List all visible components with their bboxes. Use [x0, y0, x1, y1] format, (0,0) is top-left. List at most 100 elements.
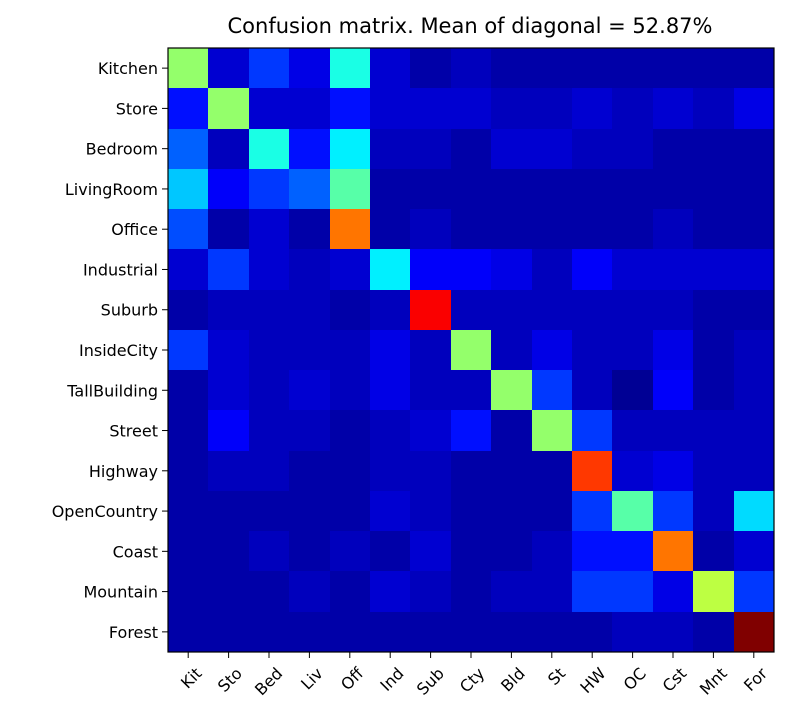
heatmap-cell-7-10 — [572, 330, 612, 370]
heatmap-cell-9-10 — [572, 410, 612, 451]
y-tick-label: Bedroom — [86, 140, 158, 159]
heatmap-cell-3-8 — [491, 169, 532, 209]
heatmap-cell-2-14 — [734, 129, 774, 169]
heatmap-cell-4-0 — [168, 209, 208, 249]
heatmap-cell-2-9 — [532, 129, 572, 169]
y-tick-label: LivingRoom — [65, 180, 158, 199]
heatmap-cell-8-10 — [572, 370, 612, 410]
heatmap-cell-12-0 — [168, 531, 208, 571]
heatmap-cell-10-13 — [693, 451, 734, 491]
heatmap-cell-9-7 — [451, 410, 491, 451]
heatmap-cell-11-0 — [168, 491, 208, 531]
heatmap-cell-14-8 — [491, 612, 532, 652]
x-tick-label: Liv — [297, 664, 327, 694]
heatmap-cell-12-11 — [612, 531, 653, 571]
heatmap-cell-8-13 — [693, 370, 734, 410]
heatmap-cell-7-2 — [249, 330, 289, 370]
heatmap-cell-13-9 — [532, 571, 572, 612]
heatmap-cell-14-9 — [532, 612, 572, 652]
heatmap-cell-3-9 — [532, 169, 572, 209]
heatmap-cell-5-9 — [532, 249, 572, 290]
heatmap-cell-8-7 — [451, 370, 491, 410]
heatmap-cell-10-10 — [572, 451, 612, 491]
heatmap-cell-2-12 — [653, 129, 693, 169]
x-tick-label: OC — [620, 664, 650, 694]
heatmap-cell-12-13 — [693, 531, 734, 571]
heatmap-cell-6-2 — [249, 290, 289, 330]
heatmap-cell-7-0 — [168, 330, 208, 370]
chart-title: Confusion matrix. Mean of diagonal = 52.… — [228, 14, 713, 38]
heatmap-cell-14-3 — [289, 612, 330, 652]
y-tick-label: TallBuilding — [66, 381, 158, 400]
heatmap-cell-6-5 — [370, 290, 410, 330]
heatmap-cell-9-14 — [734, 410, 774, 451]
heatmap-cell-3-2 — [249, 169, 289, 209]
heatmap-cell-5-8 — [491, 249, 532, 290]
heatmap-cell-8-2 — [249, 370, 289, 410]
heatmap-cell-7-11 — [612, 330, 653, 370]
heatmap-cell-7-7 — [451, 330, 491, 370]
heatmap-cell-2-7 — [451, 129, 491, 169]
heatmap-cell-1-14 — [734, 88, 774, 129]
heatmap-cell-11-7 — [451, 491, 491, 531]
heatmap-cell-6-12 — [653, 290, 693, 330]
heatmap-cell-2-8 — [491, 129, 532, 169]
heatmap-cell-13-5 — [370, 571, 410, 612]
heatmap-cell-13-1 — [208, 571, 249, 612]
heatmap-cell-8-9 — [532, 370, 572, 410]
x-tick-label: Cst — [659, 664, 691, 696]
heatmap-cell-2-4 — [330, 129, 370, 169]
heatmap-cell-0-7 — [451, 48, 491, 88]
heatmap-cell-7-4 — [330, 330, 370, 370]
heatmap-cell-9-1 — [208, 410, 249, 451]
heatmap-cell-8-0 — [168, 370, 208, 410]
heatmap-cell-6-14 — [734, 290, 774, 330]
heatmap-cell-7-13 — [693, 330, 734, 370]
heatmap-cell-11-3 — [289, 491, 330, 531]
heatmap-cell-9-5 — [370, 410, 410, 451]
x-tick-label: Ind — [376, 664, 407, 695]
heatmap-cell-1-8 — [491, 88, 532, 129]
heatmap-cell-12-9 — [532, 531, 572, 571]
heatmap-cell-0-1 — [208, 48, 249, 88]
heatmap-cell-14-6 — [410, 612, 451, 652]
heatmap-cell-8-14 — [734, 370, 774, 410]
heatmap-cell-7-6 — [410, 330, 451, 370]
x-tick-label: Sto — [214, 664, 246, 696]
heatmap-cell-0-8 — [491, 48, 532, 88]
heatmap-cell-14-13 — [693, 612, 734, 652]
heatmap-cell-14-2 — [249, 612, 289, 652]
heatmap-cell-1-1 — [208, 88, 249, 129]
heatmap-cell-5-2 — [249, 249, 289, 290]
y-tick-label: Highway — [89, 462, 158, 481]
heatmap-cell-13-14 — [734, 571, 774, 612]
heatmap-cell-4-7 — [451, 209, 491, 249]
heatmap-cell-5-13 — [693, 249, 734, 290]
heatmap-cell-11-11 — [612, 491, 653, 531]
heatmap-cell-7-3 — [289, 330, 330, 370]
heatmap-cell-7-1 — [208, 330, 249, 370]
heatmap-cell-4-8 — [491, 209, 532, 249]
heatmap-cell-8-8 — [491, 370, 532, 410]
heatmap-cell-12-10 — [572, 531, 612, 571]
y-tick-label: Kitchen — [98, 59, 158, 78]
y-tick-label: Store — [116, 99, 158, 118]
heatmap-cell-1-9 — [532, 88, 572, 129]
heatmap-cell-1-4 — [330, 88, 370, 129]
heatmap-cell-14-7 — [451, 612, 491, 652]
heatmap-cell-11-10 — [572, 491, 612, 531]
heatmap-cell-1-12 — [653, 88, 693, 129]
heatmap-cell-7-12 — [653, 330, 693, 370]
heatmap-cell-14-4 — [330, 612, 370, 652]
heatmap-cell-13-8 — [491, 571, 532, 612]
heatmap-cell-5-3 — [289, 249, 330, 290]
heatmap-cell-1-11 — [612, 88, 653, 129]
heatmap-cell-6-9 — [532, 290, 572, 330]
x-tick-label: For — [740, 664, 771, 695]
heatmap-cell-12-5 — [370, 531, 410, 571]
heatmap-cell-0-4 — [330, 48, 370, 88]
heatmap-cell-13-13 — [693, 571, 734, 612]
heatmap-cell-8-1 — [208, 370, 249, 410]
y-tick-label: InsideCity — [79, 341, 158, 360]
